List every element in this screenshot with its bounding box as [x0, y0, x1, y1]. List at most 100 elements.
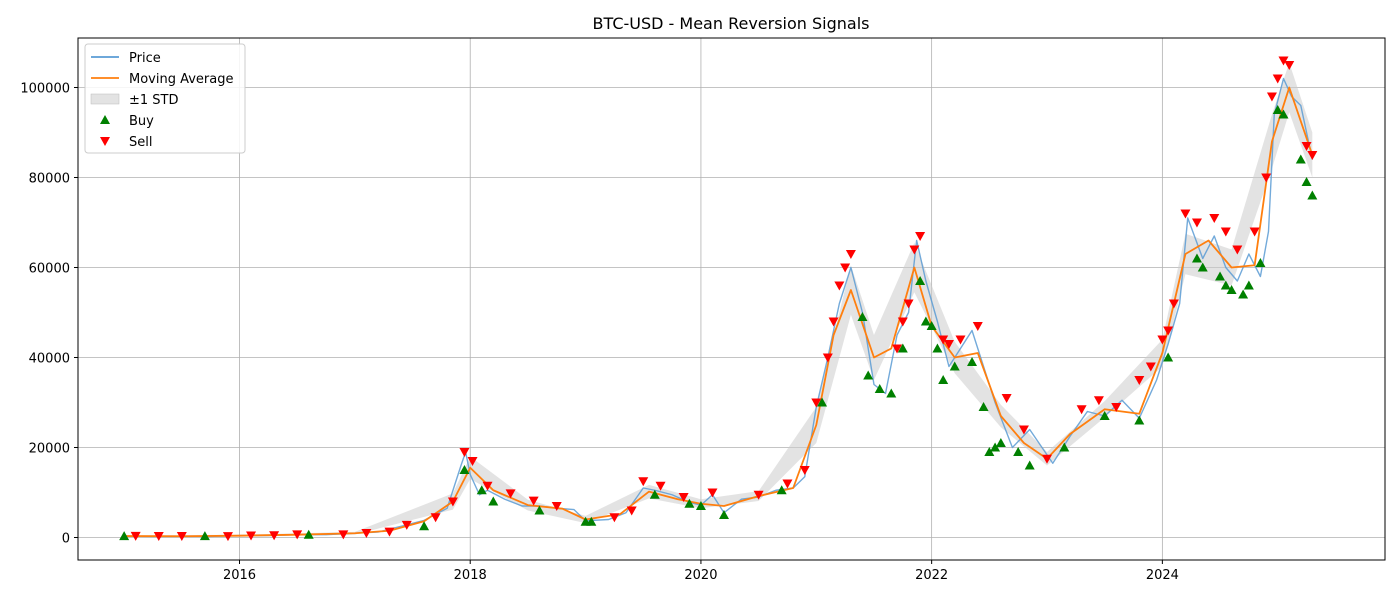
chart-title: BTC-USD - Mean Reversion Signals: [593, 14, 870, 33]
buy-marker: [874, 384, 885, 393]
x-tick-label: 2016: [223, 568, 256, 583]
sell-marker: [1042, 454, 1053, 464]
buy-marker: [1163, 352, 1174, 362]
sell-marker: [799, 466, 810, 475]
buy-marker: [488, 496, 499, 506]
sell-marker: [1180, 209, 1191, 219]
legend-label: Price: [129, 51, 161, 66]
sell-marker: [1232, 245, 1243, 255]
sell-marker: [1284, 61, 1295, 70]
buy-marker: [1278, 109, 1289, 119]
sell-marker: [176, 532, 187, 542]
sell-marker: [1191, 218, 1202, 228]
plot-frame: [77, 37, 1386, 561]
sell-marker: [1018, 425, 1029, 435]
sell-marker: [1076, 405, 1087, 415]
sell-marker: [1301, 142, 1312, 151]
legend-label: Moving Average: [129, 72, 233, 87]
y-tick-label: 0: [62, 532, 70, 547]
sell-marker: [753, 490, 764, 500]
buy-marker: [1272, 105, 1283, 114]
sell-marker: [897, 317, 908, 327]
x-tick-label: 2022: [915, 568, 948, 583]
sell-marker: [1093, 396, 1104, 406]
buy-marker: [932, 343, 943, 353]
y-tick-label: 40000: [29, 352, 70, 367]
buy-marker: [857, 312, 868, 321]
sell-marker: [938, 335, 949, 345]
plot-area: [119, 56, 1318, 542]
sell-marker: [1145, 362, 1156, 372]
sell-marker: [505, 489, 516, 499]
x-tick-label: 2020: [684, 568, 717, 583]
sell-marker: [1266, 92, 1277, 102]
sell-marker: [222, 532, 233, 542]
sell-marker: [1134, 376, 1145, 385]
buy-marker: [1220, 280, 1231, 290]
buy-marker: [978, 402, 989, 411]
buy-marker: [817, 397, 828, 407]
sell-marker: [1168, 299, 1179, 309]
sell-marker: [892, 344, 903, 354]
legend-box: [84, 43, 246, 154]
buy-marker: [920, 316, 931, 326]
buy-marker: [1059, 442, 1070, 452]
sell-marker: [655, 481, 666, 491]
buy-marker: [695, 501, 706, 510]
x-tick-label: 2018: [454, 568, 487, 583]
sell-marker: [782, 479, 793, 489]
legend-band-swatch: [90, 93, 120, 105]
y-tick-label: 20000: [29, 442, 70, 457]
buy-marker: [967, 357, 978, 366]
sell-marker: [822, 353, 833, 363]
sell-marker: [401, 520, 412, 530]
legend-label: Sell: [129, 135, 152, 150]
sell-marker: [528, 496, 539, 506]
sell-marker: [834, 281, 845, 291]
sell-marker: [361, 529, 372, 538]
buy-marker: [1238, 289, 1249, 299]
buy-marker: [119, 531, 130, 541]
legend-item: Sell: [100, 135, 152, 150]
buy-marker: [1197, 262, 1208, 272]
sell-marker: [943, 340, 954, 349]
sell-marker: [447, 497, 458, 507]
sell-marker: [609, 513, 620, 523]
x-tick-label: 2024: [1146, 568, 1179, 583]
sell-marker: [707, 488, 718, 498]
sell-marker: [153, 532, 164, 542]
buy-marker: [915, 276, 926, 285]
buy-marker: [926, 321, 937, 330]
buy-marker: [1024, 460, 1035, 470]
sell-marker: [626, 506, 637, 516]
buy-marker: [1226, 285, 1237, 294]
buy-marker: [719, 510, 730, 519]
sell-marker: [459, 448, 470, 457]
sell-marker: [482, 481, 493, 491]
legend-sell-swatch: [100, 137, 110, 146]
buy-marker: [1301, 177, 1312, 186]
legend-label: ±1 STD: [129, 93, 179, 108]
buy-marker: [199, 531, 210, 541]
buy-marker: [534, 505, 545, 515]
sell-marker: [292, 530, 303, 540]
buy-marker: [1215, 271, 1226, 281]
sell-marker: [1261, 173, 1272, 183]
buy-marker: [1134, 415, 1145, 425]
axes: 2016 2018 2020 2022 2024 0 20000 40000 60000 8000…: [20, 82, 1179, 584]
sell-marker: [130, 531, 141, 541]
buy-marker: [938, 375, 949, 384]
y-tick-label: 100000: [20, 82, 70, 97]
buy-marker: [459, 465, 470, 474]
buy-marker: [1307, 190, 1318, 200]
buy-marker: [984, 447, 995, 456]
sell-marker: [1001, 394, 1012, 403]
legend-label: Buy: [129, 114, 154, 129]
sell-marker: [1163, 326, 1174, 336]
legend: Price Moving Average ±1 STD Buy Sell: [84, 43, 246, 154]
sell-marker: [1307, 151, 1318, 160]
sell-marker: [1157, 335, 1168, 345]
sell-marker: [1278, 56, 1289, 66]
sell-marker: [1209, 214, 1220, 223]
sell-marker: [811, 398, 822, 408]
